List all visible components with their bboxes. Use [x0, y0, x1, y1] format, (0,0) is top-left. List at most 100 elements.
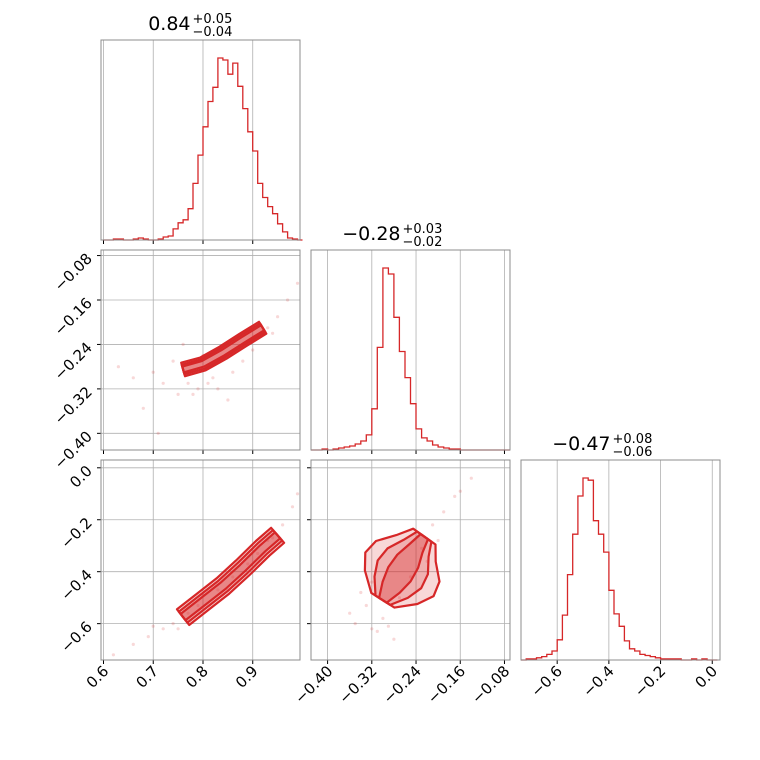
histogram-step-line [521, 477, 718, 661]
sample-point [191, 392, 195, 396]
sample-point [266, 326, 270, 330]
histogram-frame [520, 459, 721, 661]
sample-point [353, 622, 357, 626]
sample-point [290, 505, 295, 509]
sample-point [206, 381, 210, 385]
sample-point [370, 627, 374, 631]
y-tick-label: 0.0 [66, 462, 96, 492]
y-tick-label: −0.24 [51, 339, 96, 384]
y-tick-label: −0.6 [57, 618, 95, 656]
sample-point [386, 624, 390, 628]
sample-point [171, 359, 175, 363]
sample-point [186, 611, 190, 615]
histogram-panel-1: −0.28 +0.03−0.02 [311, 222, 510, 454]
parameter-title-plus: +0.03 [403, 222, 443, 237]
sample-point [171, 622, 175, 626]
sample-point [196, 603, 200, 608]
sample-point [420, 546, 424, 550]
sample-point [181, 342, 185, 346]
sample-point [276, 315, 280, 319]
sample-point [364, 603, 368, 608]
parameter-title: −0.47 [552, 433, 610, 455]
sample-point [186, 381, 190, 385]
parameter-title-minus: −0.04 [193, 25, 233, 40]
histogram-frame [310, 249, 511, 451]
sample-point [111, 653, 115, 657]
contour-level-inner [181, 324, 266, 374]
sample-point [392, 637, 396, 641]
y-tick-label: −0.32 [51, 383, 96, 428]
y-tick-label: −0.08 [51, 250, 96, 295]
x-tick-label: −0.2 [631, 662, 669, 700]
sample-point [146, 635, 150, 639]
pair-panel-1-2 [307, 460, 510, 664]
parameter-title-minus: −0.02 [403, 235, 443, 250]
sample-point [286, 298, 290, 302]
sample-point [196, 387, 200, 391]
y-tick-label: −0.40 [51, 427, 96, 472]
histogram-step-line [311, 267, 510, 451]
y-tick-label: −0.4 [57, 566, 95, 604]
sample-point [271, 536, 275, 540]
x-tick-label: −0.24 [380, 662, 425, 707]
sample-point [442, 510, 446, 514]
sample-point [271, 331, 275, 335]
contour-level-inner [179, 531, 282, 622]
sample-point [151, 624, 155, 628]
contour-level-middle [177, 529, 284, 624]
contour-level-outer [175, 526, 286, 627]
contour-level-middle [373, 530, 433, 606]
x-tick-label: 0.9 [232, 662, 262, 692]
sample-point [141, 406, 145, 410]
histogram-frame [100, 39, 301, 241]
sample-point [295, 281, 300, 285]
sample-point [116, 365, 120, 369]
x-tick-label: 0.6 [83, 662, 113, 692]
sample-point [348, 611, 352, 615]
sample-point [131, 376, 135, 380]
x-tick-label: −0.32 [335, 662, 380, 707]
sample-point [231, 575, 235, 579]
sample-point [359, 590, 363, 595]
pair-panel-0-1 [97, 250, 300, 454]
sample-point [381, 616, 385, 621]
y-tick-label: −0.2 [57, 514, 95, 552]
sample-point [375, 629, 379, 634]
sample-point [408, 575, 413, 579]
sample-point [161, 381, 165, 385]
parameter-title-plus: +0.08 [613, 432, 653, 447]
sample-point [131, 642, 135, 647]
x-tick-label: 0.0 [691, 662, 721, 692]
sample-point [161, 627, 165, 631]
sample-point [251, 348, 255, 352]
sample-point [151, 370, 155, 374]
parameter-title-minus: −0.06 [613, 445, 653, 460]
sample-point [241, 359, 245, 363]
sample-point [295, 492, 300, 496]
x-tick-label: −0.40 [291, 662, 336, 707]
sample-point [156, 431, 160, 435]
contour-level-inner [378, 532, 430, 604]
y-tick-label: −0.16 [51, 294, 96, 339]
sample-point [211, 376, 215, 380]
x-tick-label: 0.7 [132, 662, 162, 692]
sample-point [458, 489, 462, 493]
parameter-title: 0.84 [148, 13, 190, 35]
x-tick-label: −0.16 [424, 662, 469, 707]
sample-point [370, 580, 374, 584]
sample-point [453, 494, 457, 498]
histogram-step-line [103, 57, 303, 241]
sample-point [397, 596, 401, 600]
sample-point [216, 387, 220, 391]
pair-frame [310, 459, 511, 661]
sample-point [246, 562, 250, 566]
sample-point [436, 538, 440, 543]
sample-point [216, 588, 220, 592]
sample-point [231, 370, 235, 374]
pair-frame [100, 249, 301, 451]
sample-point [256, 551, 260, 556]
x-tick-label: −0.4 [579, 662, 617, 700]
sample-point [176, 627, 180, 631]
sample-point [469, 476, 473, 480]
